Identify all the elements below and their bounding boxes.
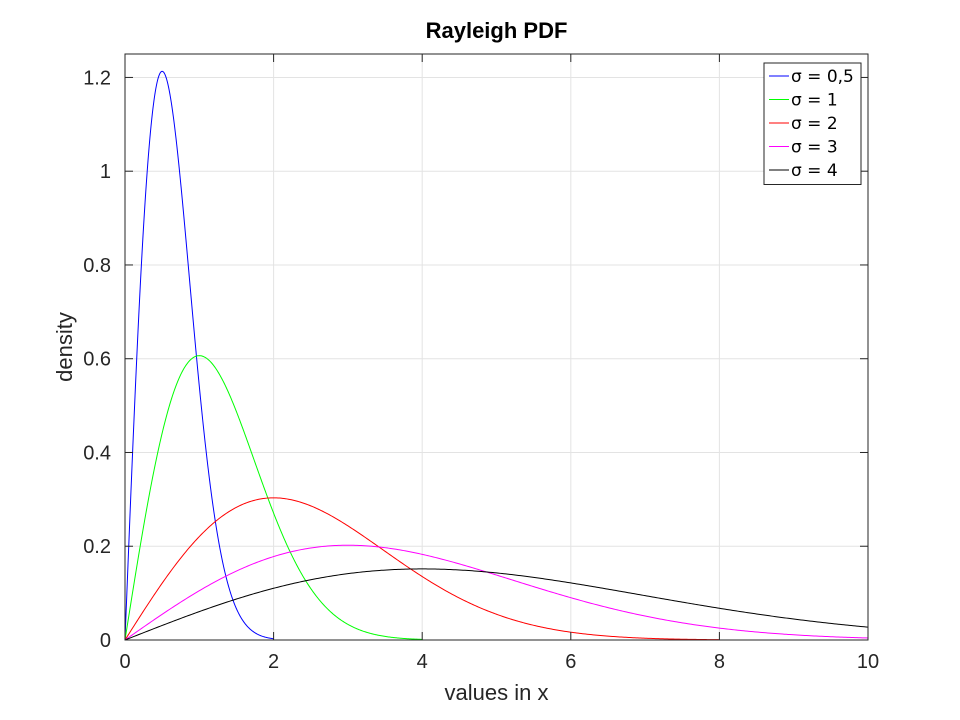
legend-entry-label: σ = 1: [791, 91, 838, 111]
series-lines: [124, 70, 869, 641]
x-tick-label: 4: [417, 651, 428, 673]
y-tick-label: 1.2: [83, 67, 111, 89]
y-tick-label: 0.4: [83, 442, 111, 464]
series-line-2: [124, 497, 720, 641]
legend-entry-label: σ = 3: [791, 138, 838, 158]
axes-frame: [124, 53, 869, 641]
x-tick-label: 2: [268, 651, 279, 673]
legend-entry-label: σ = 2: [791, 114, 838, 134]
tick-labels: 0 2 4 6 8 10 0 0.2 0.4 0.6 0.8 1 1.2: [83, 67, 879, 673]
series-line-1: [124, 355, 423, 641]
y-tick-label: 0.6: [83, 349, 111, 371]
legend-entry-label: σ = 0,5: [791, 67, 854, 87]
series-line-0: [124, 70, 274, 641]
grid-lines: [124, 54, 869, 641]
x-tick-label: 10: [857, 651, 879, 673]
y-tick-label: 1: [100, 161, 111, 183]
legend-entry-label: σ = 4: [791, 161, 838, 181]
plot-area: [125, 54, 868, 640]
series-line-3: [124, 544, 869, 641]
x-tick-label: 0: [119, 651, 130, 673]
x-axis-label: values in x: [445, 680, 549, 705]
x-tick-label: 8: [714, 651, 725, 673]
chart-title: Rayleigh PDF: [426, 18, 568, 43]
series-line-4: [124, 568, 869, 641]
y-tick-label: 0: [100, 630, 111, 652]
legend-box: [763, 62, 862, 185]
y-axis-label: density: [52, 312, 77, 382]
legend: σ = 0,5 σ = 1 σ = 2 σ = 3 σ = 4: [763, 62, 862, 185]
axis-ticks: [124, 54, 869, 641]
x-tick-label: 6: [565, 651, 576, 673]
y-tick-label: 0.2: [83, 536, 111, 558]
y-tick-label: 0.8: [83, 255, 111, 277]
